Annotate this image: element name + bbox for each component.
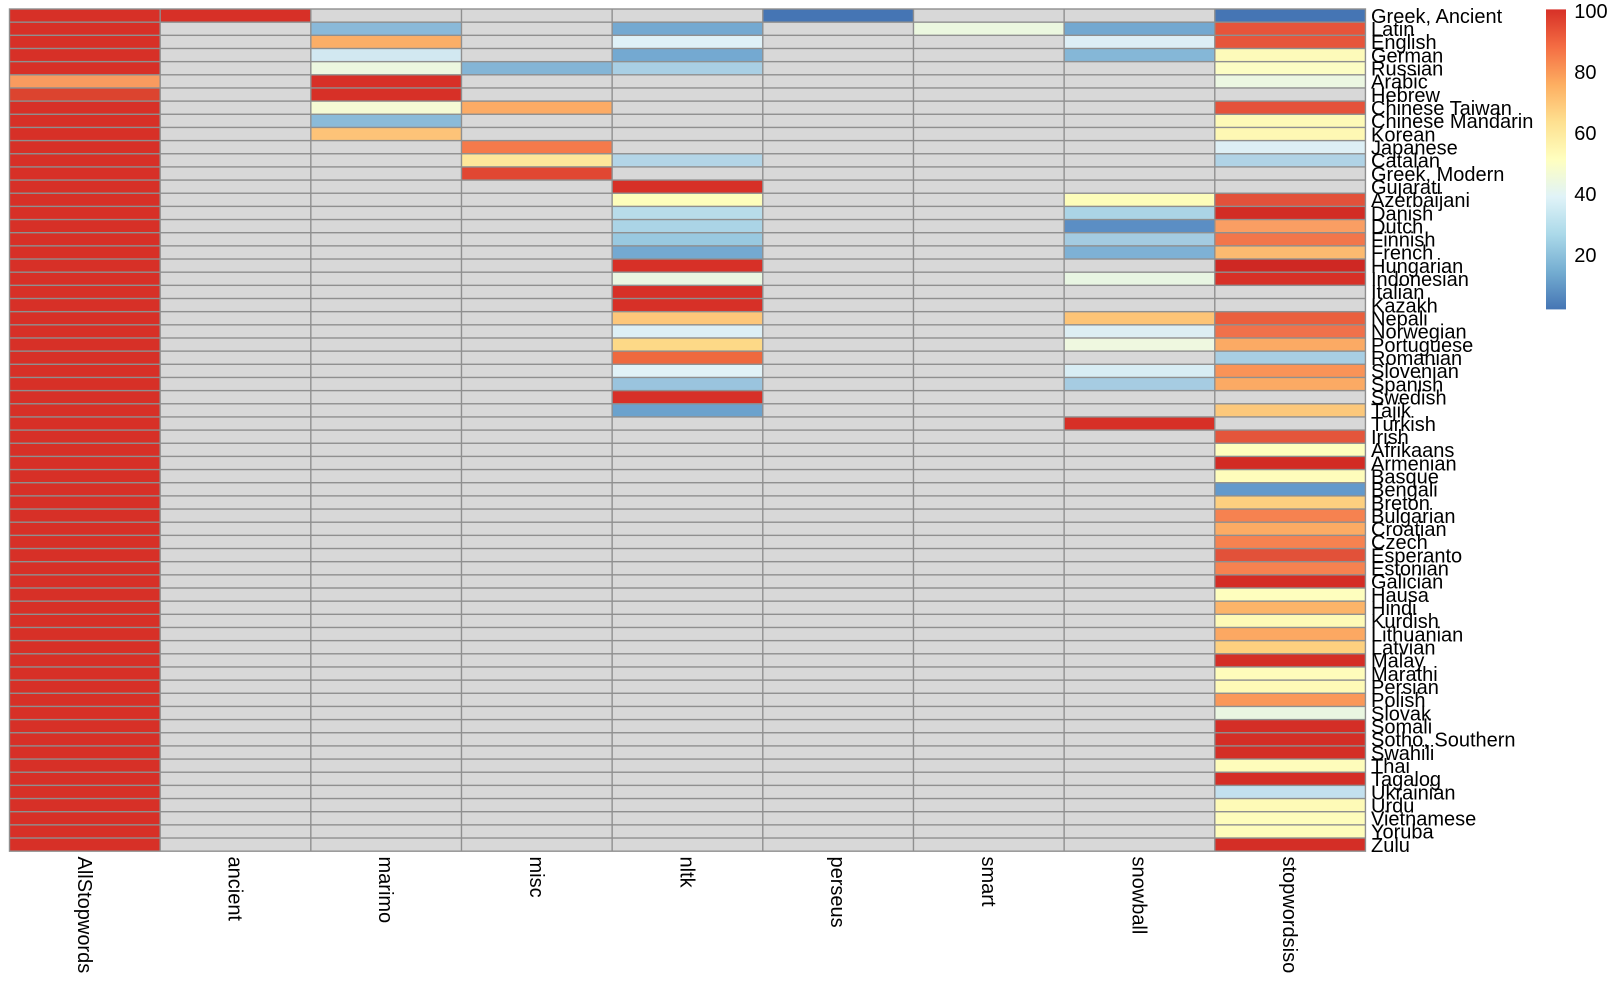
svg-text:Kurdish: Kurdish — [1371, 611, 1439, 633]
svg-text:Russian: Russian — [1371, 59, 1443, 81]
svg-text:Zulu: Zulu — [1371, 835, 1410, 857]
svg-text:Hindi: Hindi — [1371, 598, 1417, 620]
svg-text:Tajik: Tajik — [1371, 401, 1412, 423]
svg-text:Breton: Breton — [1371, 493, 1430, 515]
svg-text:Somali: Somali — [1371, 716, 1432, 738]
svg-text:Sotho, Southern: Sotho, Southern — [1371, 730, 1516, 752]
svg-text:stopwordsiso: stopwordsiso — [1278, 857, 1300, 974]
svg-text:marimo: marimo — [374, 857, 396, 924]
svg-text:100: 100 — [1574, 1, 1607, 23]
svg-text:Gujarati: Gujarati — [1371, 177, 1441, 199]
svg-text:Yoruba: Yoruba — [1371, 822, 1435, 844]
svg-text:Turkish: Turkish — [1371, 414, 1436, 436]
svg-text:Polish: Polish — [1371, 690, 1425, 712]
svg-text:Latin: Latin — [1371, 19, 1414, 41]
svg-text:Hungarian: Hungarian — [1371, 256, 1463, 278]
svg-text:Kazakh: Kazakh — [1371, 295, 1438, 317]
svg-text:Romanian: Romanian — [1371, 348, 1462, 370]
svg-text:Marathi: Marathi — [1371, 664, 1438, 686]
svg-text:ancient: ancient — [223, 857, 245, 922]
svg-text:Finnish: Finnish — [1371, 230, 1435, 252]
svg-text:Spanish: Spanish — [1371, 374, 1443, 396]
svg-text:Hebrew: Hebrew — [1371, 85, 1440, 107]
svg-text:Afrikaans: Afrikaans — [1371, 440, 1454, 462]
svg-text:Persian: Persian — [1371, 677, 1439, 699]
svg-text:Dutch: Dutch — [1371, 216, 1423, 238]
svg-text:Azerbaijani: Azerbaijani — [1371, 190, 1470, 212]
svg-text:Slovenian: Slovenian — [1371, 361, 1459, 383]
svg-text:Greek, Modern: Greek, Modern — [1371, 164, 1504, 186]
svg-text:Korean: Korean — [1371, 124, 1436, 146]
svg-text:Italian: Italian — [1371, 282, 1424, 304]
svg-text:Bengali: Bengali — [1371, 480, 1438, 502]
svg-text:Greek, Ancient: Greek, Ancient — [1371, 6, 1503, 28]
svg-text:Basque: Basque — [1371, 466, 1439, 488]
svg-text:Indonesian: Indonesian — [1371, 269, 1469, 291]
svg-text:Hausa: Hausa — [1371, 585, 1430, 607]
svg-text:Chinese Mandarin: Chinese Mandarin — [1371, 111, 1533, 133]
svg-text:40: 40 — [1574, 184, 1596, 206]
svg-text:Lithuanian: Lithuanian — [1371, 624, 1463, 646]
svg-text:snowball: snowball — [1127, 857, 1149, 935]
svg-text:Portuguese: Portuguese — [1371, 335, 1473, 357]
svg-text:Irish: Irish — [1371, 427, 1409, 449]
svg-text:Galician: Galician — [1371, 572, 1443, 594]
svg-text:Thai: Thai — [1371, 756, 1410, 778]
svg-text:Japanese: Japanese — [1371, 137, 1458, 159]
svg-text:English: English — [1371, 32, 1437, 54]
svg-text:smart: smart — [977, 857, 999, 907]
svg-text:Swahili: Swahili — [1371, 743, 1434, 765]
svg-text:Bulgarian: Bulgarian — [1371, 506, 1456, 528]
svg-text:perseus: perseus — [826, 857, 848, 928]
svg-text:French: French — [1371, 243, 1433, 265]
svg-text:Malay: Malay — [1371, 651, 1424, 673]
svg-text:Vietnamese: Vietnamese — [1371, 809, 1476, 831]
svg-text:Norwegian: Norwegian — [1371, 322, 1467, 344]
svg-text:Slovak: Slovak — [1371, 703, 1432, 725]
svg-text:Danish: Danish — [1371, 203, 1433, 225]
svg-text:Ukrainian: Ukrainian — [1371, 782, 1455, 804]
svg-text:Arabic: Arabic — [1371, 72, 1428, 94]
svg-text:Estonian: Estonian — [1371, 559, 1449, 581]
svg-text:Tagalog: Tagalog — [1371, 769, 1441, 791]
svg-text:Swedish: Swedish — [1371, 387, 1447, 409]
svg-text:Catalan: Catalan — [1371, 151, 1440, 173]
svg-text:nltk: nltk — [675, 857, 697, 889]
svg-text:Urdu: Urdu — [1371, 795, 1414, 817]
svg-text:Nepali: Nepali — [1371, 309, 1428, 331]
svg-text:German: German — [1371, 45, 1443, 67]
svg-text:AllStopwords: AllStopwords — [73, 857, 95, 974]
svg-text:misc: misc — [525, 857, 547, 898]
svg-text:Chinese Taiwan: Chinese Taiwan — [1371, 98, 1512, 120]
svg-text:Czech: Czech — [1371, 532, 1428, 554]
svg-text:Armenian: Armenian — [1371, 453, 1457, 475]
svg-text:60: 60 — [1574, 123, 1596, 145]
svg-text:20: 20 — [1574, 245, 1596, 267]
svg-text:Latvian: Latvian — [1371, 638, 1436, 660]
svg-text:Esperanto: Esperanto — [1371, 545, 1462, 567]
svg-text:80: 80 — [1574, 62, 1596, 84]
svg-text:Croatian: Croatian — [1371, 519, 1447, 541]
